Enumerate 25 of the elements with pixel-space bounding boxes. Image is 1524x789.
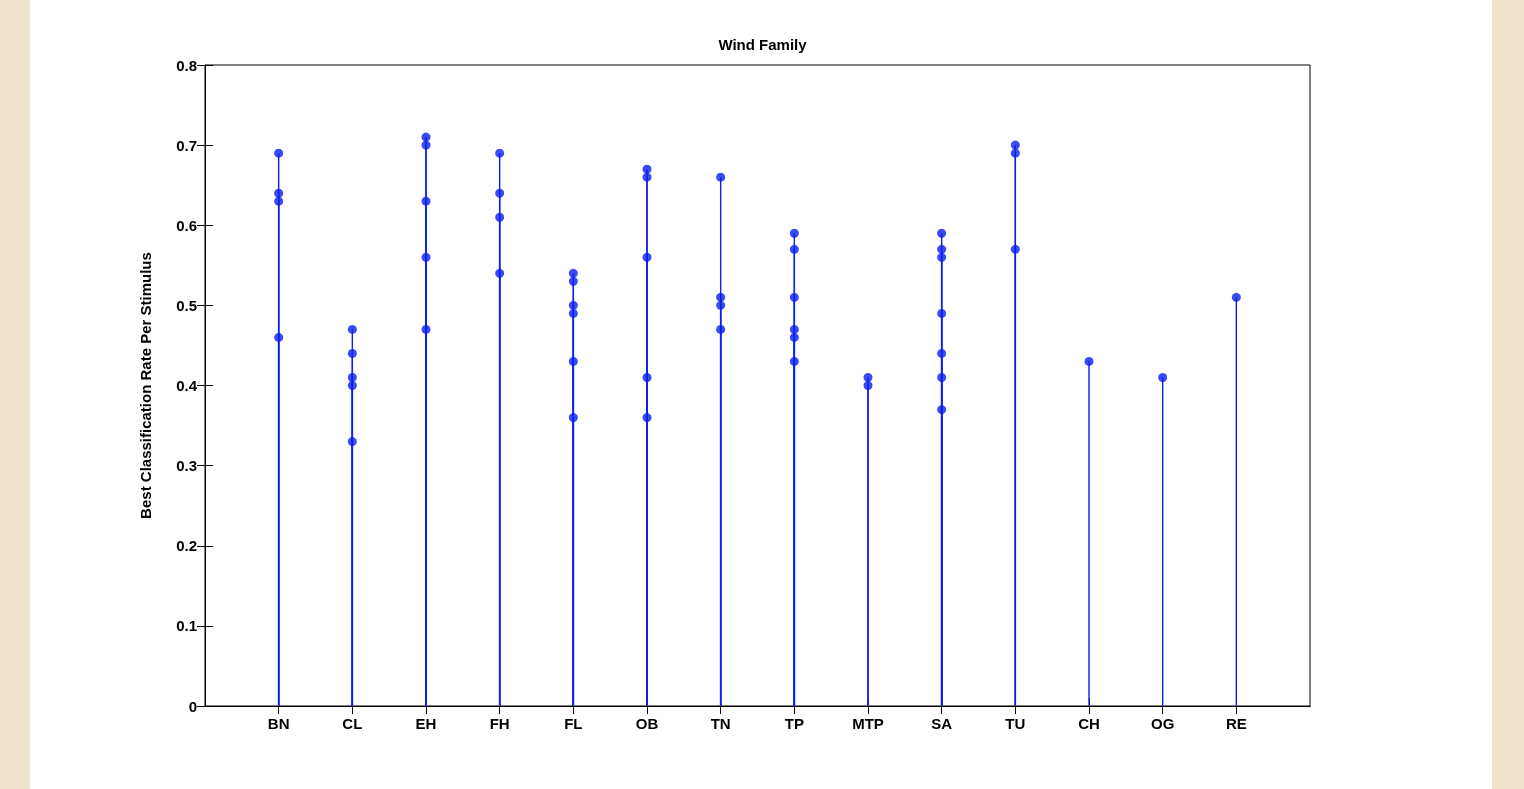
y-tick-label: 0.1: [176, 617, 197, 635]
x-tick-label: TU: [1005, 715, 1026, 732]
y-tick-label: 0.2: [176, 537, 197, 555]
x-tick-label: CL: [342, 715, 363, 732]
x-tick-label: TN: [710, 715, 731, 732]
x-tick-label: OG: [1150, 715, 1175, 732]
y-tick-label: 0.6: [176, 216, 197, 234]
x-tick-label: FH: [489, 715, 510, 732]
x-tick-label: FL: [564, 715, 583, 732]
x-tick-label: SA: [931, 715, 953, 732]
x-tick-label: RE: [1225, 715, 1247, 732]
x-tick-label: CH: [1078, 715, 1100, 732]
y-tick-label: 0.8: [176, 56, 197, 74]
chart-title: Wind Family: [718, 36, 808, 53]
x-tick-label: MTP: [852, 715, 884, 732]
x-tick-label: OB: [635, 715, 659, 732]
x-tick-label: TP: [784, 715, 804, 732]
y-tick-label: 0.4: [176, 377, 198, 394]
y-tick-label: 0.5: [176, 296, 197, 314]
y-axis-title: Best Classification Rate Per Stimulus: [137, 252, 154, 519]
y-tick-label: 0: [188, 697, 197, 715]
x-tick-label: BN: [267, 715, 290, 732]
y-tick-label: 0.7: [176, 136, 197, 154]
y-tick-label: 0.3: [176, 457, 197, 475]
x-tick-label: EH: [415, 715, 437, 732]
